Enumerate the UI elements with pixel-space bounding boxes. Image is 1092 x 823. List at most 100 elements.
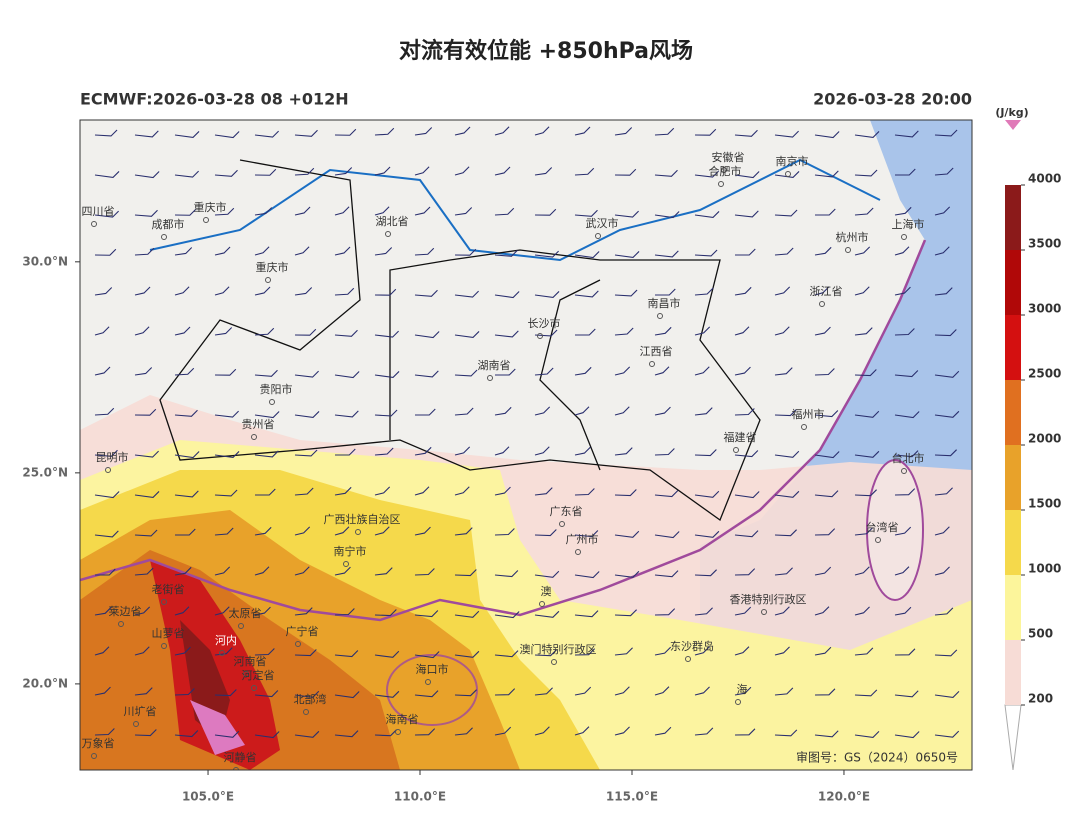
wind-barb (214, 131, 240, 139)
colorbar-tick-label: 2500 (1028, 367, 1061, 381)
place-label: 海口市 (416, 662, 449, 676)
wind-barb (854, 489, 877, 497)
wind-barb (734, 646, 750, 656)
wind-barb (254, 566, 270, 576)
wind-barb (654, 490, 679, 498)
wind-barb (934, 410, 960, 418)
wind-barb (174, 170, 200, 178)
wind-barb (654, 288, 676, 296)
wind-barb (414, 408, 436, 416)
wind-barb (934, 246, 950, 256)
wind-barb (614, 686, 630, 696)
wind-barb (494, 528, 515, 536)
wind-barb (174, 606, 190, 616)
wind-barb (214, 566, 231, 576)
place-dot (303, 709, 309, 715)
wind-barb (494, 406, 512, 416)
cape-area (190, 700, 245, 755)
wind-barb (134, 171, 160, 179)
wind-barb (214, 527, 234, 536)
place-label: 福州市 (792, 407, 825, 421)
wind-barb (934, 370, 960, 378)
wind-barb (654, 326, 672, 336)
place-label: 合肥市 (709, 164, 742, 178)
wind-barb (814, 326, 831, 336)
wind-barb (334, 128, 357, 136)
wind-barb (934, 526, 950, 536)
colorbar-tick-label: 200 (1028, 692, 1053, 706)
colorbar-segment (1005, 250, 1021, 315)
wind-barb (694, 530, 720, 538)
wind-barb (494, 291, 520, 299)
colorbar-tick-label: 2000 (1028, 432, 1061, 446)
wind-barb (94, 407, 115, 416)
wind-barb (94, 686, 111, 696)
wind-barb (334, 448, 356, 456)
place-dot (721, 167, 727, 173)
wind-barb (374, 409, 398, 417)
wind-barb (894, 526, 912, 536)
wind-barb (574, 328, 596, 336)
wind-barb (294, 649, 317, 657)
wind-barb (254, 731, 280, 739)
place-dot (875, 537, 881, 543)
wind-barb (654, 686, 670, 696)
wind-barb (894, 648, 916, 656)
place-dot (425, 679, 431, 685)
wind-barb (214, 410, 239, 418)
wind-barb (534, 529, 557, 537)
wind-barb (774, 567, 793, 576)
place-dot (649, 361, 655, 367)
wind-barb (414, 486, 430, 496)
wind-barb (854, 647, 874, 656)
wind-barb (694, 249, 718, 257)
y-tick-label: 20.0°N (22, 676, 68, 690)
wind-barb (814, 208, 836, 216)
wind-barb (814, 528, 836, 536)
place-dot (243, 671, 249, 677)
place-dot (203, 217, 209, 223)
wind-barb (534, 687, 553, 696)
wind-barb (574, 488, 595, 496)
place-label: 广宁省 (286, 624, 319, 638)
wind-barb (614, 168, 637, 176)
wind-barb (854, 606, 870, 616)
place-dot (105, 467, 111, 473)
wind-barb (214, 327, 233, 336)
wind-barb (934, 607, 954, 616)
wind-barb (574, 167, 595, 176)
wind-barb (94, 129, 118, 137)
wind-barb (214, 730, 240, 738)
wind-barb (334, 526, 350, 536)
place-dot (133, 721, 139, 727)
wind-barb (134, 687, 153, 696)
wind-barb (894, 606, 912, 616)
wind-barb (334, 691, 360, 699)
place-label: 南宁市 (334, 544, 367, 558)
wind-barb (134, 247, 155, 256)
wind-barb (494, 330, 519, 338)
wind-barb (454, 126, 471, 136)
wind-barb (174, 367, 195, 376)
place-label: 上海市 (892, 217, 925, 231)
wind-barb (854, 286, 870, 296)
wind-barb (374, 526, 390, 536)
wind-barb (534, 406, 551, 416)
wind-barb (854, 369, 877, 377)
wind-barb (614, 251, 640, 259)
wind-barb (654, 250, 679, 258)
wind-barb (294, 287, 313, 296)
wind-barb (894, 690, 919, 698)
wind-barb (294, 129, 318, 137)
wind-barb (894, 370, 919, 378)
wind-barb (454, 369, 478, 377)
wind-barb (814, 606, 830, 616)
wind-barb (374, 486, 391, 496)
wind-barb (454, 727, 473, 736)
wind-barb (414, 610, 439, 618)
wind-barb (174, 528, 196, 536)
wind-barb (254, 690, 279, 698)
wind-barb (334, 287, 355, 296)
place-dot (595, 233, 601, 239)
place-dot (801, 424, 807, 430)
